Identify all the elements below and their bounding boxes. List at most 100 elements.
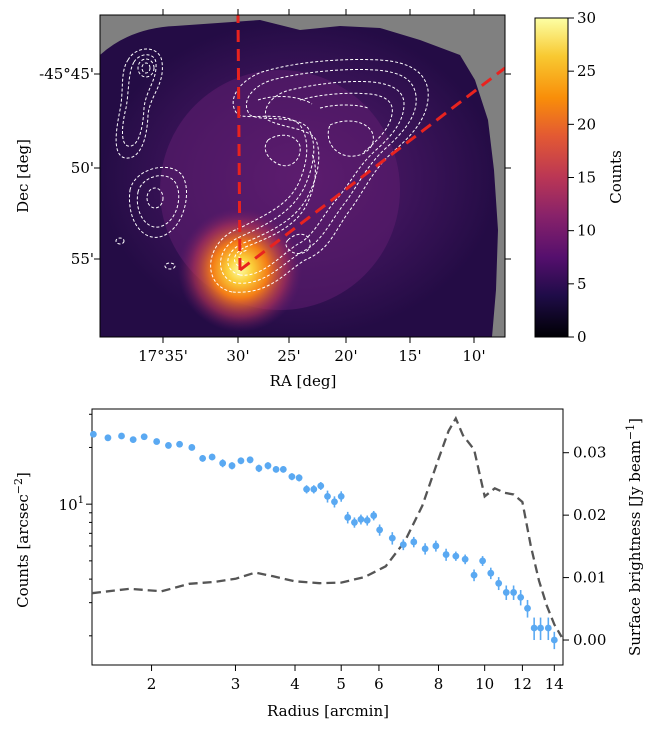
contour-level-3	[227, 80, 405, 276]
counts-point	[199, 454, 207, 462]
map-ylabel: Dec [deg]	[14, 139, 32, 213]
counts-point	[118, 432, 125, 440]
map-xtick-label: 25'	[277, 347, 300, 365]
map-xtick-label: 10'	[462, 347, 485, 365]
profile-xtick-label: 6	[374, 675, 384, 693]
contour-level-5	[238, 104, 369, 263]
counts-point	[310, 485, 318, 493]
radio-contours	[115, 48, 429, 293]
contour-southwest-1	[128, 166, 187, 238]
counts-point	[502, 589, 510, 596]
counts-point	[357, 515, 365, 523]
counts-point	[279, 465, 287, 473]
counts-point	[363, 516, 371, 524]
contour-level-4	[234, 92, 393, 269]
counts-point	[376, 526, 384, 534]
colorbar-tick-label: 10	[577, 222, 596, 240]
counts-point	[442, 551, 450, 558]
contour-west-3	[137, 58, 155, 78]
profile-ytick-label: 101	[59, 495, 84, 514]
counts-point	[351, 519, 358, 526]
counts-point	[410, 538, 418, 546]
counts-point	[264, 462, 272, 470]
counts-point	[246, 456, 254, 464]
counts-point	[487, 569, 495, 577]
colorbar-tick-label: 5	[577, 275, 587, 293]
counts-point	[470, 571, 478, 579]
counts-point	[176, 440, 183, 448]
profile-y2label-main: Surface brightness [Jy beam	[626, 440, 644, 656]
counts-point	[295, 474, 303, 482]
contour-level-1	[210, 59, 429, 293]
counts-point	[237, 457, 245, 465]
profile-xtick-label: 12	[513, 675, 532, 693]
counts-point	[219, 459, 227, 467]
colorbar-tick-label: 20	[577, 115, 596, 133]
counts-point	[452, 552, 460, 560]
counts-point	[89, 430, 97, 438]
profile-y2tick-label: 0.01	[573, 569, 606, 587]
counts-point	[324, 492, 331, 500]
surface-brightness-series	[91, 415, 563, 638]
contour-west-1	[115, 48, 163, 159]
profile-y2label-exp: −1	[624, 424, 637, 440]
profile-y2label: Surface brightness [Jy beam−1]	[624, 418, 644, 656]
counts-point	[344, 514, 352, 521]
colorbar: 0 5 10 15 20 25 30 Counts	[534, 9, 625, 346]
counts-point	[140, 433, 148, 441]
counts-point	[461, 555, 469, 563]
profile-xtick-label: 8	[434, 675, 444, 693]
contour-west-2	[122, 54, 157, 147]
counts-series	[89, 430, 558, 650]
counts-point	[303, 485, 310, 493]
map-ytick-label: 55'	[71, 250, 94, 268]
profile-y2label-close: ]	[626, 418, 644, 424]
counts-point	[331, 498, 338, 506]
counts-point	[530, 624, 538, 632]
counts-point	[544, 624, 552, 632]
map-xlabel: RA [deg]	[270, 372, 337, 390]
counts-point	[495, 579, 503, 587]
profile-xtick-label: 10	[475, 675, 494, 693]
contour-southwest-2	[136, 175, 180, 228]
contour-tiny-2	[164, 262, 176, 270]
colorbar-label: Counts	[607, 150, 625, 204]
counts-point	[153, 438, 161, 445]
counts-point	[165, 442, 172, 449]
profile-xtick-label: 14	[545, 675, 564, 693]
sector-line-north	[236, 15, 242, 271]
counts-point	[129, 436, 137, 444]
profile-ylabel-close: ]	[14, 472, 32, 478]
map-xtick-label: 30'	[226, 347, 249, 365]
counts-point	[421, 545, 429, 553]
profile-ylabel: Counts [arcsec−2]	[12, 472, 32, 608]
profile-ytick-exp: 1	[78, 495, 84, 506]
contour-west-4	[141, 62, 151, 74]
colorbar-ticks: 0 5 10 15 20 25 30	[568, 9, 596, 346]
counts-point	[188, 444, 196, 451]
counts-point	[479, 557, 486, 565]
counts-point	[208, 453, 216, 461]
map-xtick-label: 17°35'	[138, 347, 188, 365]
map-xtick-label: 15'	[398, 347, 421, 365]
profile-xtick-label: 2	[147, 675, 157, 693]
contour-tiny-1	[115, 237, 125, 245]
colorbar-tick-label: 15	[577, 169, 596, 187]
counts-point	[510, 589, 517, 596]
map-ytick-label: 50'	[71, 159, 94, 177]
counts-point	[524, 604, 531, 612]
counts-point	[104, 434, 112, 442]
counts-point	[370, 512, 378, 519]
profile-y2tick-label: 0.00	[573, 631, 606, 649]
profile-xtick-label: 5	[336, 675, 346, 693]
sector-line-northeast	[239, 66, 505, 272]
colorbar-tick-label: 0	[577, 328, 587, 346]
counts-point	[255, 464, 263, 472]
profile-xtick-label: 3	[231, 675, 241, 693]
surface-brightness-line	[91, 415, 563, 638]
sky-map-panel: 17°35' 30' 25' 20' 15' 10' -45°45' 50' 5…	[14, 9, 511, 390]
colorbar-tick-label: 25	[577, 62, 596, 80]
counts-point	[388, 534, 396, 542]
